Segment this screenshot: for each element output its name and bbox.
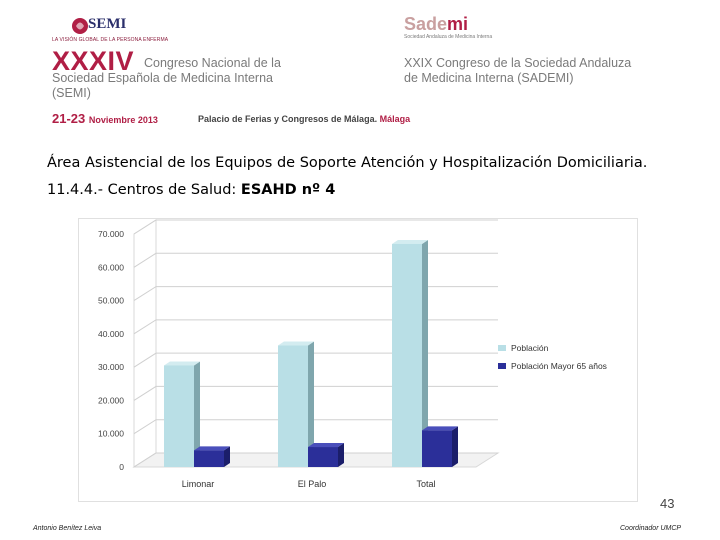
legend-swatch [498, 345, 506, 351]
bar-chart: 0 10.000 20.000 30.000 40.000 50.000 60.000 70.… [98, 219, 607, 489]
y-tick-label: 50.000 [98, 296, 124, 306]
bar [422, 430, 452, 467]
legend-label: Población [511, 343, 549, 353]
bar-side [452, 426, 458, 467]
bar-top [278, 341, 314, 346]
bar [392, 243, 422, 467]
x-tick-label: Total [416, 479, 435, 489]
y-tick-label: 70.000 [98, 229, 124, 239]
gridline [133, 419, 498, 435]
venue-name: Palacio de Ferias y Congresos de Málaga. [198, 114, 378, 124]
subheading-bold: ESAHD nº 4 [240, 182, 336, 198]
x-tick-label: El Palo [298, 479, 327, 489]
y-tick-label: 0 [119, 462, 124, 472]
bar-top [308, 443, 344, 448]
sademi-logo: Sademi [404, 14, 468, 35]
gridline [133, 352, 498, 368]
congress-venue: Palacio de Ferias y Congresos de Málaga.… [198, 114, 410, 124]
footer-author: Antonio Benítez Leiva [33, 525, 102, 532]
section-subheading: 11.4.4.- Centros de Salud: ESAHD nº 4 [47, 182, 335, 198]
legend-label: Población Mayor 65 años [511, 361, 607, 371]
chart-side-wall [133, 219, 157, 468]
y-tick-label: 20.000 [98, 395, 124, 405]
bar-top [392, 239, 428, 244]
congress-left-line3: (SEMI) [52, 86, 91, 100]
congress-dates: 21-23 Noviembre 2013 [52, 111, 158, 126]
bar [308, 447, 338, 467]
gridline [133, 219, 498, 235]
congress-right-line2: de Medicina Interna (SADEMI) [404, 71, 574, 85]
sademi-logo-text: Sade [404, 14, 448, 34]
semi-logo-text: SEMI [88, 16, 127, 32]
congress-left-line1: Congreso Nacional de la [144, 56, 281, 70]
congress-right-line1: XXIX Congreso de la Sociedad Andaluza [404, 56, 632, 70]
bar-side [308, 341, 314, 467]
y-tick-label: 30.000 [98, 362, 124, 372]
gridline [133, 452, 498, 468]
gridline [133, 252, 498, 268]
sademi-logo-mi: mi [447, 14, 469, 34]
gridline [133, 286, 498, 301]
venue-city: Málaga [379, 114, 411, 124]
bar-top [194, 446, 230, 451]
y-tick-label: 40.000 [98, 329, 124, 339]
y-tick-label: 10.000 [98, 429, 124, 439]
subheading-prefix: 11.4.4.- Centros de Salud: [47, 182, 241, 198]
dates-month: Noviembre 2013 [88, 115, 158, 125]
congress-number: XXXIV [52, 46, 135, 76]
page-number: 43 [660, 496, 675, 511]
bar-side [338, 443, 344, 467]
bar-top [164, 361, 200, 366]
semi-logo [72, 18, 88, 34]
semi-tagline: LA VISIÓN GLOBAL DE LA PERSONA ENFERMA [52, 37, 169, 43]
bar [164, 365, 194, 467]
footer-role: Coordinador UMCP [620, 525, 682, 532]
bar [278, 345, 308, 467]
section-heading: Área Asistencial de los Equipos de Sopor… [47, 155, 648, 171]
sademi-tagline: Sociedad Andaluza de Medicina Interna [404, 34, 493, 40]
y-tick-label: 60.000 [98, 262, 124, 272]
bar [194, 450, 224, 467]
bar-side [422, 239, 428, 467]
congress-left-line2: Sociedad Española de Medicina Interna [52, 71, 273, 85]
bar-side [224, 446, 230, 467]
legend-swatch [498, 363, 506, 369]
x-tick-label: Limonar [182, 479, 215, 489]
bar-top [422, 426, 458, 431]
bar-side [194, 361, 200, 467]
gridline [133, 319, 498, 335]
dates-days: 21-23 [52, 111, 86, 126]
gridline [133, 385, 498, 401]
